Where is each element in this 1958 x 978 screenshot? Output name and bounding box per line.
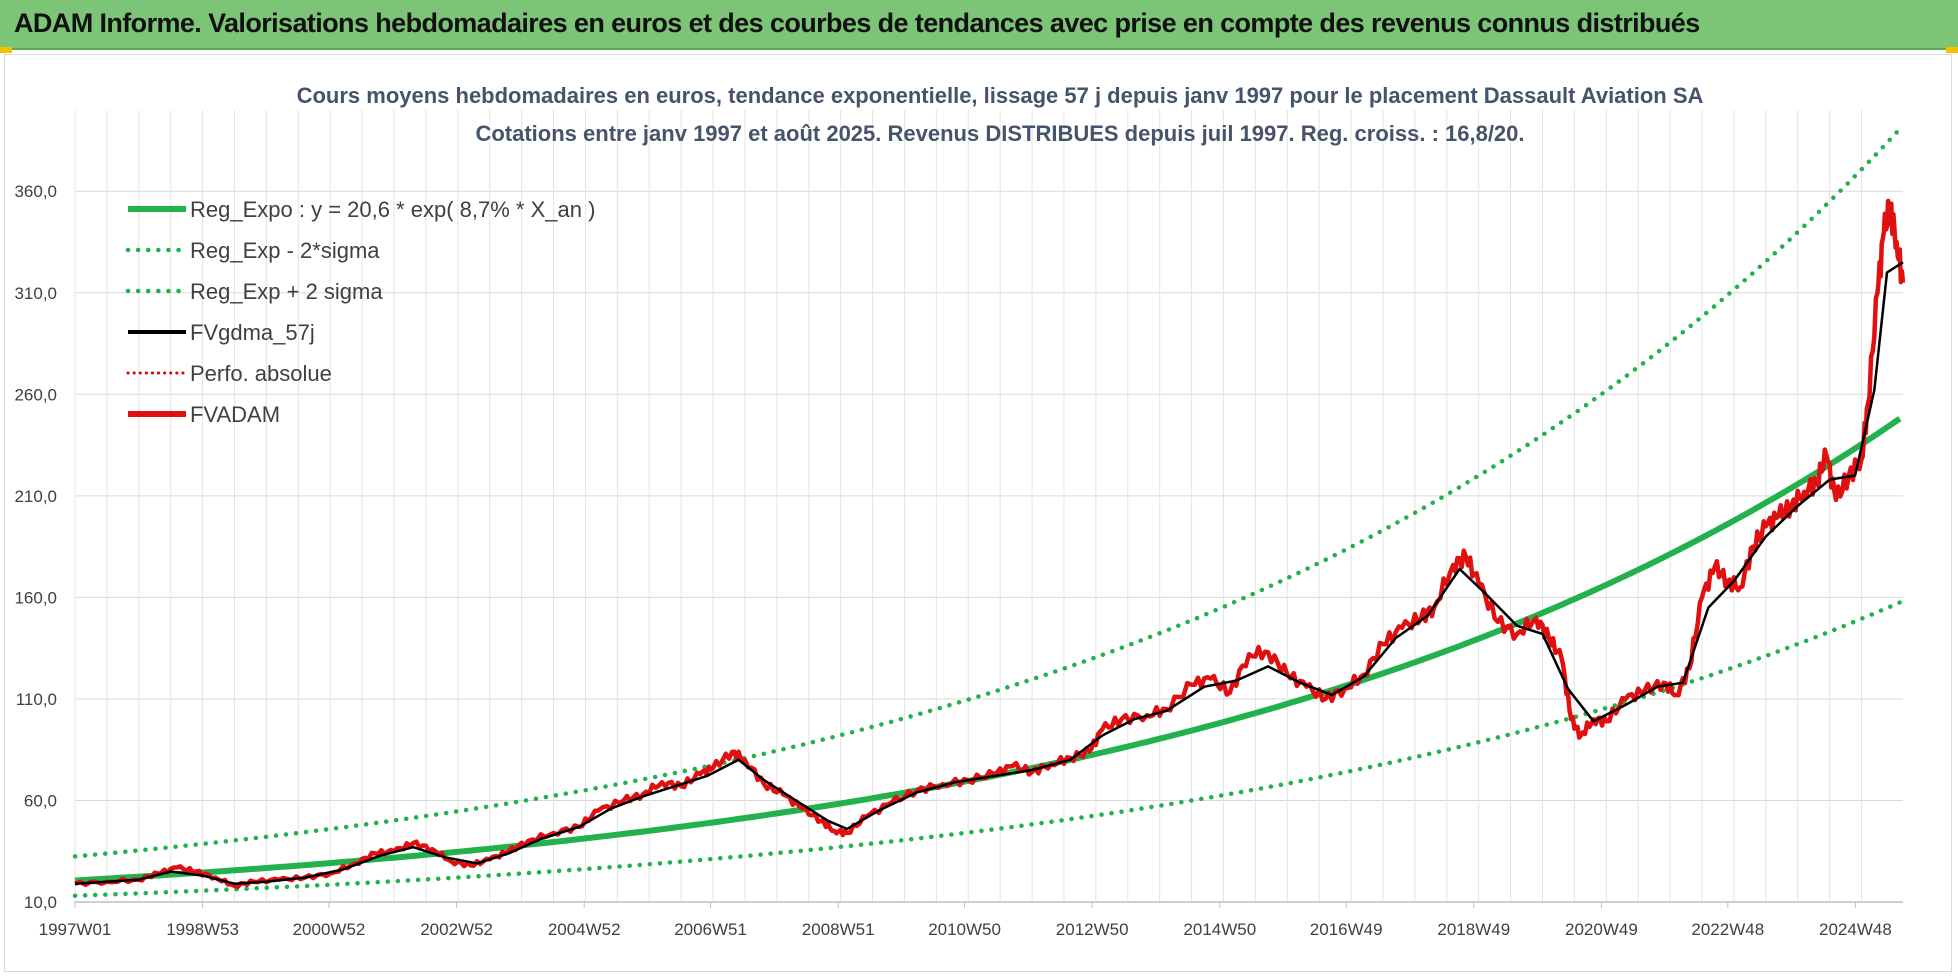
chart-legend: Reg_Expo : y = 20,6 * exp( 8,7% * X_an )… — [125, 197, 595, 427]
plot-series — [72, 126, 1906, 898]
series-reg-exp-minus-2sigma — [72, 600, 1903, 898]
y-tick-label: 160,0 — [14, 588, 57, 607]
x-tick-label: 2024W48 — [1819, 920, 1892, 939]
y-tick-label: 360,0 — [14, 182, 57, 201]
x-tick-label: 2022W48 — [1691, 920, 1764, 939]
x-tick-label: 1997W01 — [39, 920, 112, 939]
report-header: ADAM Informe. Valorisations hebdomadaire… — [0, 0, 1958, 50]
legend-label: Perfo. absolue — [190, 361, 332, 386]
x-tick-label: 2010W50 — [928, 920, 1001, 939]
x-tick-label: 2016W49 — [1310, 920, 1383, 939]
y-tick-label: 10,0 — [24, 893, 57, 912]
y-axis-ticks: 10,0 60,0 110,0 160,0 210,0 260,0 310,0 360,0 — [14, 182, 57, 912]
legend-label: FVgdma_57j — [190, 320, 315, 345]
y-tick-label: 260,0 — [14, 385, 57, 404]
x-tick-label: 2020W49 — [1565, 920, 1638, 939]
x-tick-label: 2018W49 — [1437, 920, 1510, 939]
x-tick-label: 2014W50 — [1183, 920, 1256, 939]
series-fvgdma-57j — [74, 261, 1904, 885]
chart-title-line1: Cours moyens hebdomadaires en euros, ten… — [297, 83, 1704, 108]
x-tick-label: 2006W51 — [674, 920, 747, 939]
legend-label: Reg_Exp + 2 sigma — [190, 279, 383, 304]
y-tick-label: 210,0 — [14, 487, 57, 506]
grid-lines — [74, 110, 1903, 903]
y-tick-label: 110,0 — [16, 690, 57, 709]
series-reg-exp-plus-2sigma — [72, 126, 1903, 859]
y-tick-label: 310,0 — [14, 284, 57, 303]
legend-label: Reg_Exp - 2*sigma — [190, 238, 380, 263]
x-tick-label: 1998W53 — [166, 920, 239, 939]
corner-marker-left — [0, 47, 12, 53]
report-title: ADAM Informe. Valorisations hebdomadaire… — [14, 8, 1700, 38]
chart-title-line2: Cotations entre janv 1997 et août 2025. … — [475, 121, 1524, 146]
legend-label: Reg_Expo : y = 20,6 * exp( 8,7% * X_an ) — [190, 197, 595, 222]
corner-marker-right — [1946, 47, 1958, 53]
x-tick-label: 2004W52 — [548, 920, 621, 939]
legend-label: FVADAM — [190, 402, 280, 427]
x-tick-label: 2008W51 — [802, 920, 875, 939]
x-tick-label: 2002W52 — [420, 920, 493, 939]
x-tick-label: 2000W52 — [293, 920, 366, 939]
y-tick-label: 60,0 — [24, 791, 57, 810]
series-reg-expo — [74, 416, 1902, 884]
x-tick-label: 2012W50 — [1056, 920, 1129, 939]
x-axis-ticks: 1997W01 1998W53 2000W52 2002W52 2004W52 2006W… — [39, 902, 1892, 939]
chart-frame — [4, 54, 1952, 972]
